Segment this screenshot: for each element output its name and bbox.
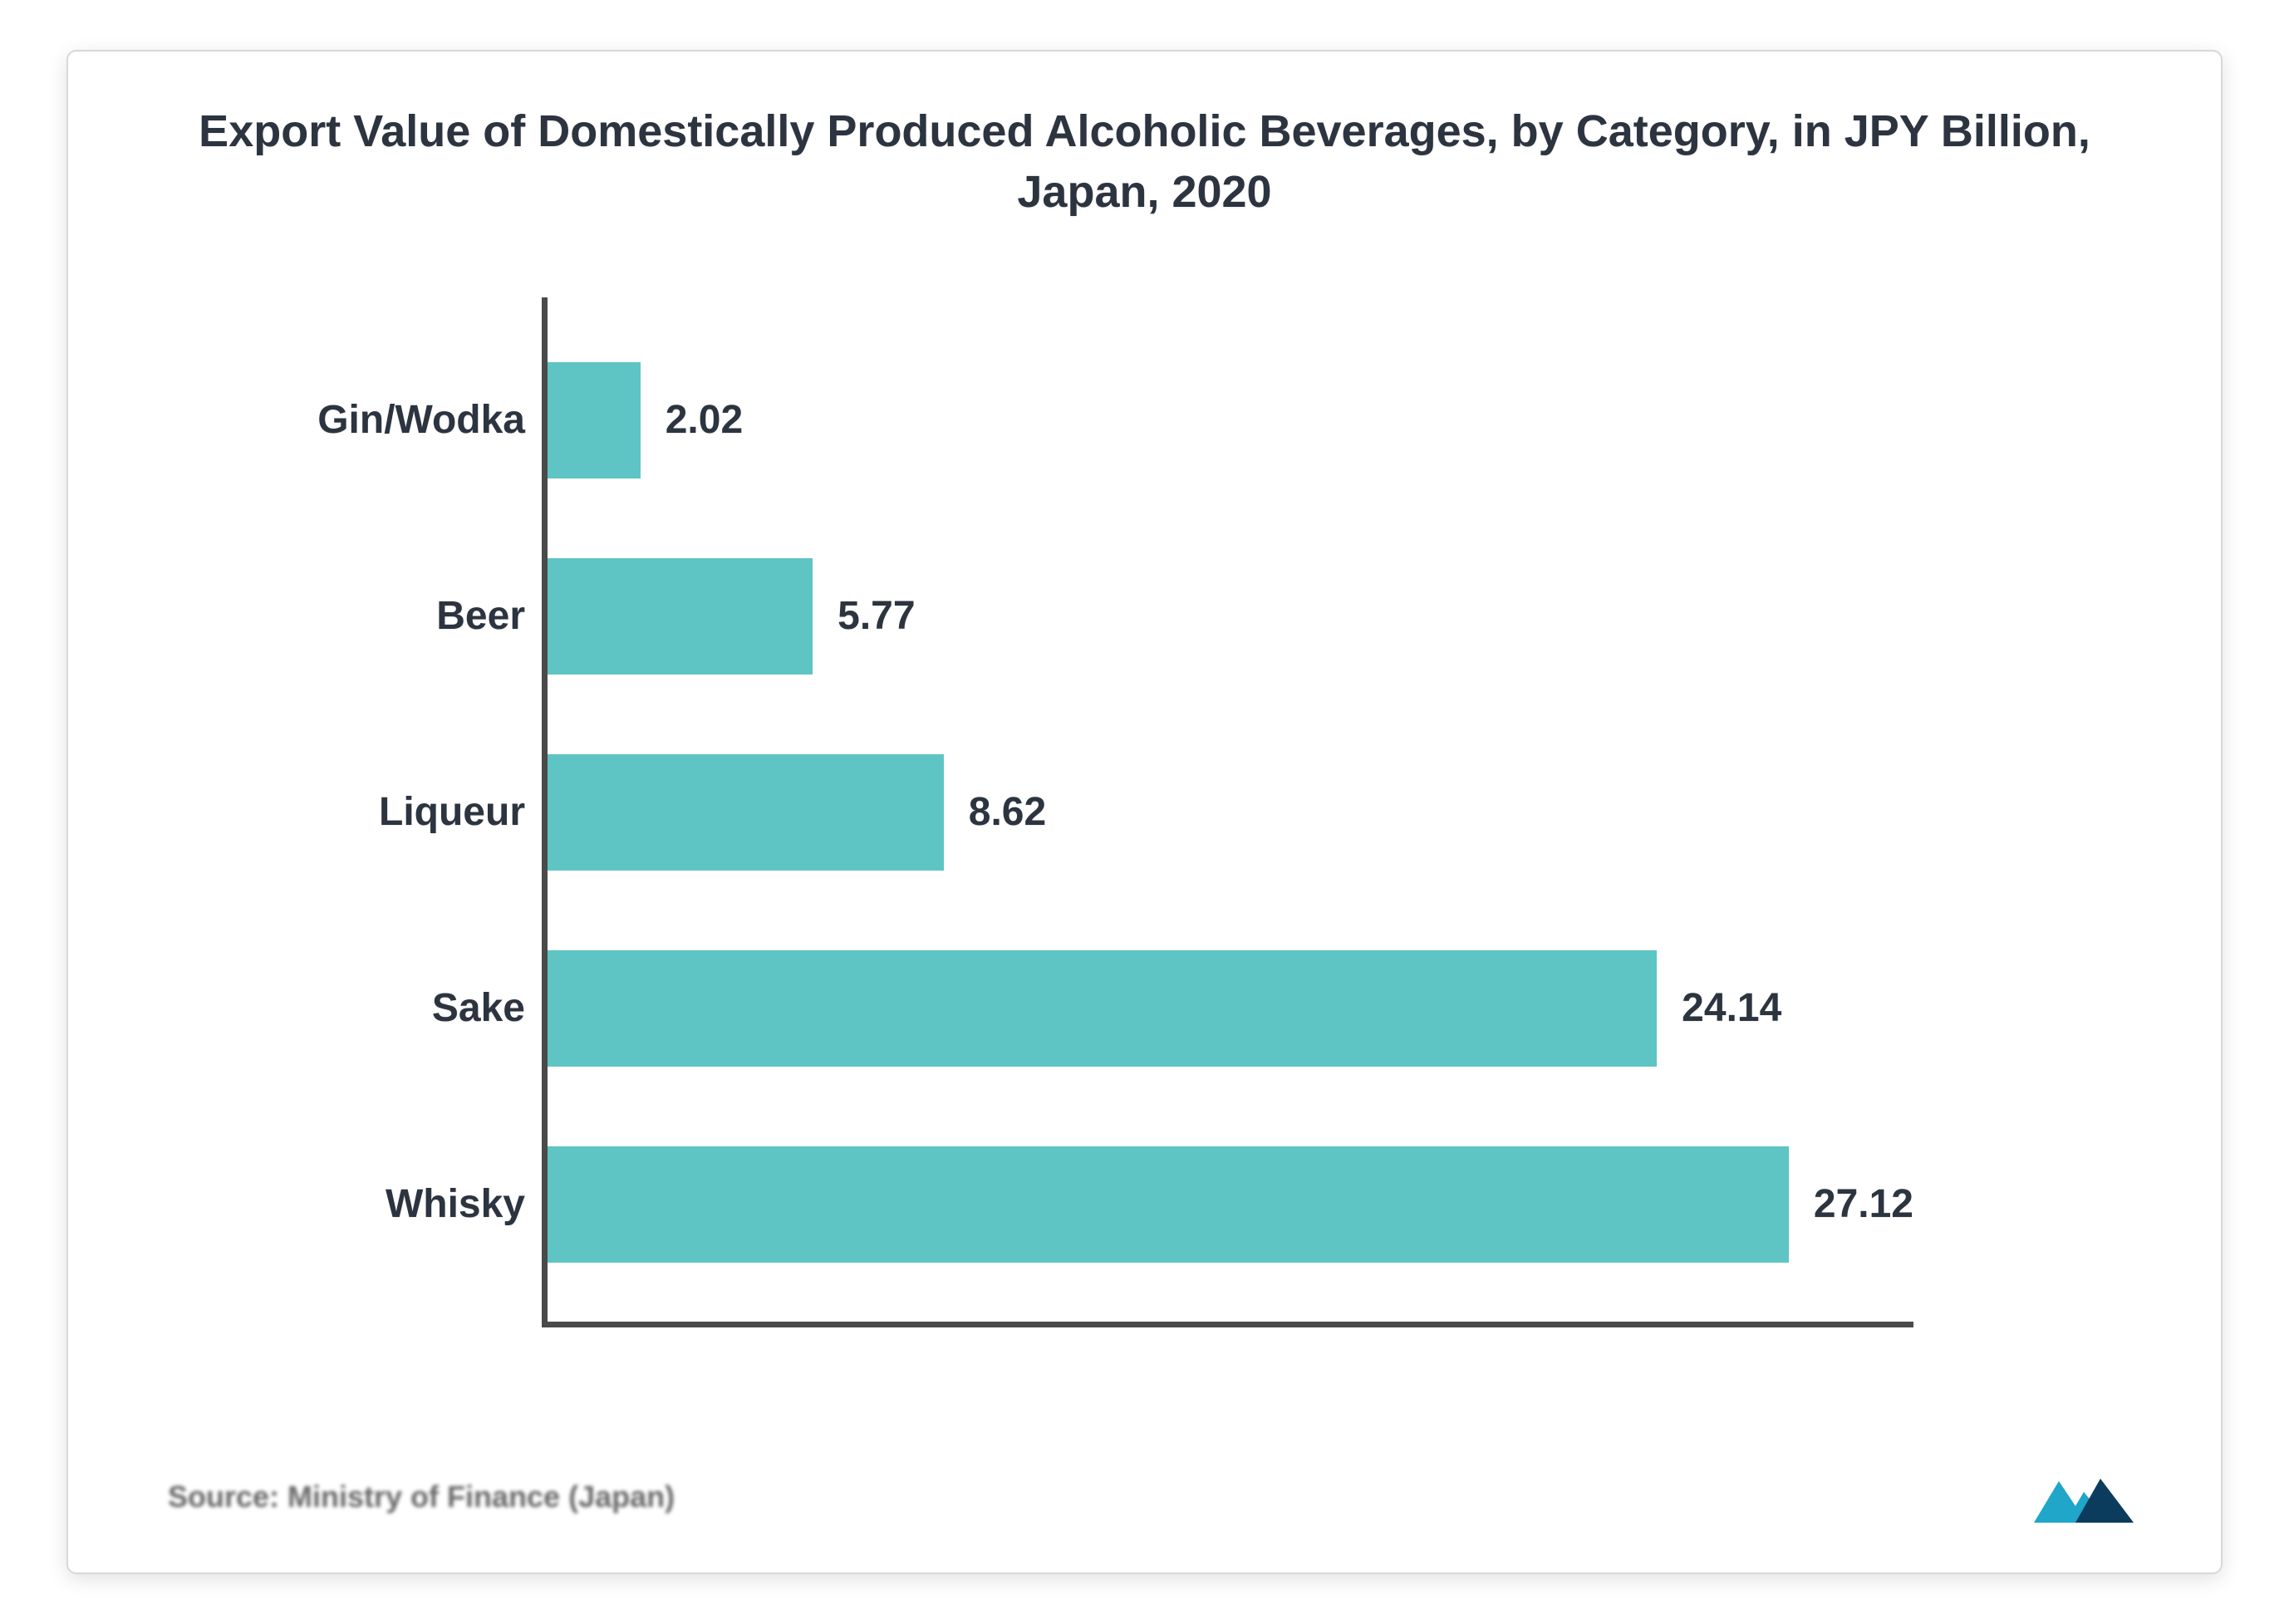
bar-row: 27.12 xyxy=(548,1146,1913,1263)
category-label: Sake xyxy=(193,950,525,1067)
chart-container: Export Value of Domestically Produced Al… xyxy=(66,50,2223,1574)
category-label: Whisky xyxy=(193,1146,525,1263)
chart-title: Export Value of Domestically Produced Al… xyxy=(151,101,2138,223)
bar-row: 2.02 xyxy=(548,362,1913,478)
y-axis-labels: Gin/Wodka Beer Liqueur Sake Whisky xyxy=(193,322,525,1303)
plot-area: Gin/Wodka Beer Liqueur Sake Whisky 2.02 … xyxy=(193,272,2179,1352)
category-label: Liqueur xyxy=(193,754,525,871)
bar-value-label: 24.14 xyxy=(1682,985,1781,1031)
mordor-logo-icon xyxy=(2030,1469,2138,1535)
category-label: Gin/Wodka xyxy=(193,362,525,478)
bar-whisky xyxy=(548,1146,1789,1263)
x-axis-line xyxy=(542,1322,1913,1327)
bar-row: 8.62 xyxy=(548,754,1913,871)
bar-value-label: 2.02 xyxy=(666,397,743,443)
source-attribution: Source: Ministry of Finance (Japan) xyxy=(168,1479,675,1514)
bar-row: 24.14 xyxy=(548,950,1913,1067)
bars-group: 2.02 5.77 8.62 24.14 27.12 xyxy=(548,322,1913,1303)
bar-value-label: 27.12 xyxy=(1814,1181,1913,1227)
bar-sake xyxy=(548,950,1657,1067)
category-label: Beer xyxy=(193,558,525,675)
bar-gin-wodka xyxy=(548,362,641,478)
bar-beer xyxy=(548,558,813,675)
bar-liqueur xyxy=(548,754,944,871)
bar-value-label: 8.62 xyxy=(969,789,1046,835)
bar-value-label: 5.77 xyxy=(837,593,915,639)
bar-row: 5.77 xyxy=(548,558,1913,675)
y-axis-line xyxy=(542,297,548,1327)
